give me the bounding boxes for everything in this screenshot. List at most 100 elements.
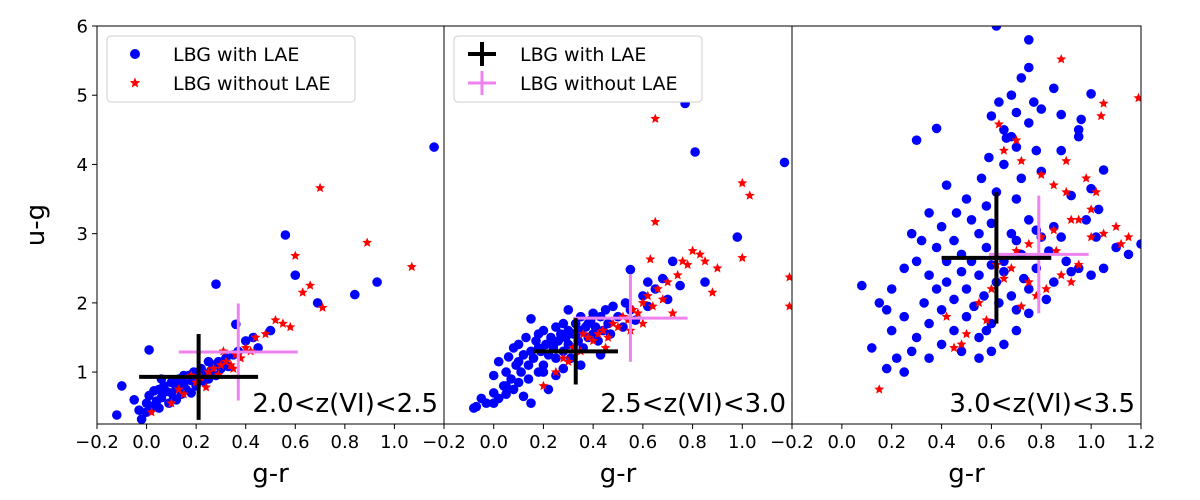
point-with-lae <box>1076 114 1086 125</box>
point-with-lae <box>891 353 902 364</box>
x-tick-label: 0.4 <box>927 432 956 453</box>
point-with-lae <box>931 123 942 134</box>
point-without-lae <box>406 261 417 272</box>
point-with-lae <box>976 173 987 184</box>
point-without-lae <box>695 249 705 259</box>
point-without-lae <box>1061 186 1072 197</box>
point-without-lae <box>647 301 658 311</box>
x-tick-label: 0.8 <box>1027 432 1056 453</box>
point-with-lae <box>916 235 927 246</box>
mean-with-lae-errorbar <box>533 318 618 385</box>
point-with-lae <box>881 363 892 374</box>
point-without-lae <box>277 318 288 328</box>
point-with-lae <box>986 111 997 121</box>
point-without-lae <box>1011 135 1022 145</box>
point-with-lae <box>538 360 549 371</box>
x-tick-label: 0.2 <box>877 432 906 453</box>
point-without-lae <box>1006 263 1017 273</box>
redshift-label-z1: 2.0<z(VI)<2.5 <box>252 389 438 419</box>
point-without-lae <box>285 321 296 332</box>
point-without-lae <box>1073 259 1084 270</box>
point-without-lae <box>650 113 661 123</box>
point-with-lae <box>1011 107 1022 118</box>
point-without-lae <box>687 245 698 256</box>
point-with-lae <box>979 291 989 301</box>
point-with-lae <box>1024 284 1034 294</box>
point-without-lae <box>707 287 718 297</box>
point-with-lae <box>924 318 934 329</box>
point-with-lae <box>951 208 962 218</box>
point-without-lae <box>1051 245 1062 256</box>
point-with-lae <box>1081 215 1091 225</box>
point-with-lae <box>1011 325 1022 336</box>
point-with-lae <box>981 242 992 253</box>
point-without-lae <box>146 407 157 417</box>
legend-label-with-lae-z1: LBG with LAE <box>173 44 299 66</box>
y-axis-label: u-g <box>21 204 51 246</box>
point-without-lae <box>632 308 643 318</box>
point-with-lae <box>1066 266 1076 277</box>
point-with-lae <box>732 232 743 242</box>
point-with-lae <box>1049 83 1059 94</box>
point-with-lae <box>966 215 977 225</box>
point-without-lae <box>563 356 574 366</box>
point-without-lae <box>290 250 301 261</box>
point-with-lae <box>608 301 618 312</box>
point-without-lae <box>1116 238 1126 249</box>
point-with-lae <box>994 97 1004 107</box>
point-without-lae <box>228 363 239 373</box>
legend-z1: LBG with LAE LBG without LAE <box>106 35 356 103</box>
x-tick-label: 1.2 <box>1127 432 1156 453</box>
point-with-lae <box>501 367 511 377</box>
point-with-lae <box>154 403 164 413</box>
point-without-lae <box>637 297 648 308</box>
mean-markers-z2 <box>533 274 688 385</box>
panel-z1: −0.2 0.0 0.2 0.4 0.6 0.8 1.0 1 2 3 4 5 6 2.0<z(VI)<… <box>21 17 445 489</box>
point-with-lae <box>503 352 514 362</box>
point-without-lae <box>1066 276 1077 287</box>
point-with-lae <box>518 350 529 360</box>
point-with-lae <box>919 298 929 308</box>
x-tick-label: 0.0 <box>479 432 508 453</box>
x-axis-label-z1: g-r <box>252 459 289 489</box>
point-without-lae <box>593 328 604 339</box>
point-without-lae <box>874 384 885 394</box>
legend-label-without-lae-z1: LBG without LAE <box>173 73 331 95</box>
point-with-lae <box>899 367 909 377</box>
point-without-lae <box>1061 155 1072 166</box>
point-with-lae <box>1024 62 1034 73</box>
point-without-lae <box>981 314 992 325</box>
point-with-lae <box>543 384 554 395</box>
point-with-lae <box>290 270 301 281</box>
point-with-lae <box>1073 131 1084 142</box>
x-ticks-z2: −0.2 0.0 0.2 0.4 0.6 0.8 1.0 <box>422 424 757 453</box>
y-tick-label: 5 <box>77 86 88 107</box>
point-with-lae <box>949 325 959 336</box>
point-with-lae <box>675 280 685 291</box>
point-with-lae <box>906 228 917 239</box>
point-with-lae <box>548 339 559 350</box>
point-with-lae <box>924 270 934 281</box>
point-without-lae <box>588 335 599 346</box>
point-with-lae <box>931 284 942 294</box>
redshift-label-z2: 2.5<z(VI)<3.0 <box>600 389 786 419</box>
point-with-lae <box>999 266 1009 277</box>
point-without-lae <box>1056 269 1067 280</box>
point-with-lae <box>1006 291 1017 301</box>
point-with-lae <box>541 339 551 350</box>
point-with-lae <box>986 318 997 329</box>
point-with-lae <box>1036 104 1047 114</box>
point-with-lae <box>558 318 569 329</box>
axes-frame-z3 <box>791 25 1142 425</box>
y-tick-label: 3 <box>77 224 88 245</box>
point-with-lae <box>253 343 263 353</box>
point-with-lae <box>981 201 992 211</box>
point-without-lae <box>578 328 589 339</box>
point-with-lae <box>1073 263 1084 274</box>
point-without-lae <box>208 363 219 373</box>
point-without-lae <box>637 318 648 328</box>
scatter-points-z1 <box>112 142 439 424</box>
point-with-lae <box>911 256 922 267</box>
point-with-lae <box>501 389 511 400</box>
